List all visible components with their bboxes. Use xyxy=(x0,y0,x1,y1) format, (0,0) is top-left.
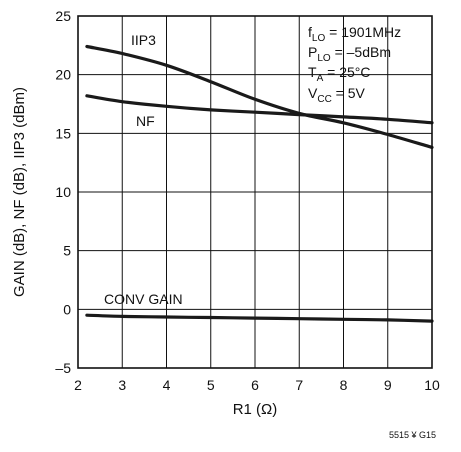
condition-flo: fLO = 1901MHz xyxy=(308,24,401,44)
x-tick-label: 6 xyxy=(251,377,259,393)
condition-flo-symbol: f xyxy=(308,24,312,40)
condition-vcc: VCC = 5V xyxy=(308,85,366,105)
condition-ta-value: = 25°C xyxy=(323,64,370,80)
x-tick-label: 2 xyxy=(74,377,82,393)
condition-ta: TA = 25°C xyxy=(308,64,370,84)
figure-code: 5515 ¥ G15 xyxy=(389,430,436,440)
y-axis-title: GAIN (dB), NF (dB), IIP3 (dBm) xyxy=(11,87,28,297)
condition-vcc-subscript: CC xyxy=(317,94,331,105)
y-tick-label: 10 xyxy=(55,184,71,200)
tick-labels: 2 3 4 5 6 7 8 9 10 –5 0 5 10 15 20 25 xyxy=(55,8,440,393)
condition-vcc-value: = 5V xyxy=(332,85,366,101)
condition-ta-symbol: T xyxy=(308,64,317,80)
x-axis-title: R1 (Ω) xyxy=(233,401,278,418)
series-line-nf xyxy=(85,94,434,125)
y-tick-label: 25 xyxy=(55,8,71,24)
x-tick-label: 10 xyxy=(424,377,440,393)
series-label-iip3: IIP3 xyxy=(131,32,156,48)
plot-frame xyxy=(77,15,433,369)
x-tick-label: 3 xyxy=(118,377,126,393)
x-tick-label: 8 xyxy=(340,377,348,393)
condition-ta-subscript: A xyxy=(317,73,324,84)
condition-plo-symbol: P xyxy=(308,44,317,60)
y-tick-label: 0 xyxy=(63,301,71,317)
condition-plo: PLO = –5dBm xyxy=(308,44,391,64)
series-label-conv-gain: CONV GAIN xyxy=(104,291,183,307)
condition-flo-value: = 1901MHz xyxy=(325,24,401,40)
series-line-iip3 xyxy=(85,44,434,149)
x-tick-label: 7 xyxy=(295,377,303,393)
y-tick-label: 15 xyxy=(55,125,71,141)
series-curves xyxy=(85,44,434,323)
series-line-conv-gain xyxy=(85,313,434,323)
y-tick-label: 20 xyxy=(55,67,71,83)
series-label-nf: NF xyxy=(136,113,155,129)
condition-vcc-symbol: V xyxy=(308,85,318,101)
conditions-block: fLO = 1901MHz PLO = –5dBm TA = 25°C VCC … xyxy=(308,24,401,105)
y-tick-label: –5 xyxy=(55,360,71,376)
x-tick-label: 9 xyxy=(384,377,392,393)
grid-lines xyxy=(78,16,432,368)
y-tick-label: 5 xyxy=(63,243,71,259)
condition-flo-subscript: LO xyxy=(312,33,326,44)
condition-plo-value: = –5dBm xyxy=(331,44,391,60)
x-tick-label: 4 xyxy=(163,377,171,393)
x-tick-label: 5 xyxy=(207,377,215,393)
condition-plo-subscript: LO xyxy=(317,53,331,64)
